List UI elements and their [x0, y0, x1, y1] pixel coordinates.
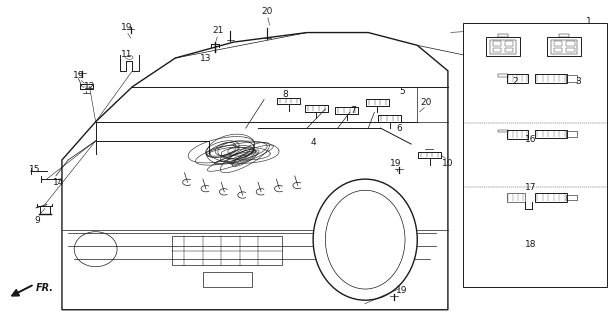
Bar — [566, 75, 577, 82]
Bar — [566, 48, 575, 52]
Text: 12: 12 — [84, 82, 95, 91]
Text: 10: 10 — [442, 159, 454, 168]
Bar — [490, 40, 516, 54]
Text: 19: 19 — [396, 286, 408, 295]
Text: 19: 19 — [390, 159, 402, 168]
Bar — [486, 37, 520, 56]
Bar — [554, 42, 562, 46]
Bar — [505, 42, 513, 46]
Text: 3: 3 — [575, 77, 581, 86]
Text: 13: 13 — [200, 53, 212, 62]
Bar — [566, 131, 577, 137]
Text: 16: 16 — [525, 135, 537, 144]
Bar — [172, 236, 282, 265]
Text: 20: 20 — [262, 7, 273, 16]
Bar — [499, 74, 508, 77]
Bar — [535, 193, 567, 202]
Bar — [507, 74, 527, 83]
Bar — [554, 48, 562, 52]
Text: 18: 18 — [525, 240, 537, 249]
Bar — [535, 74, 567, 83]
Bar — [499, 130, 508, 132]
Bar — [548, 37, 581, 56]
Bar — [566, 42, 575, 46]
Bar — [492, 42, 501, 46]
Bar — [551, 40, 578, 54]
Text: 7: 7 — [350, 106, 356, 115]
Text: 17: 17 — [525, 183, 537, 192]
Text: 6: 6 — [396, 124, 402, 132]
Ellipse shape — [313, 179, 418, 300]
Text: 5: 5 — [399, 87, 405, 96]
Text: 14: 14 — [53, 178, 64, 187]
Text: 8: 8 — [282, 90, 289, 99]
Bar — [507, 193, 526, 202]
Text: 20: 20 — [421, 98, 432, 107]
Text: FR.: FR. — [36, 283, 54, 293]
Text: 21: 21 — [212, 27, 224, 36]
Text: 15: 15 — [29, 165, 40, 174]
Bar — [505, 48, 513, 52]
Bar — [507, 130, 527, 139]
Text: 19: 19 — [120, 23, 132, 32]
Text: 11: 11 — [120, 50, 132, 59]
Text: 19: 19 — [73, 71, 85, 80]
Bar — [203, 271, 252, 287]
Bar — [535, 130, 567, 138]
Bar — [566, 195, 577, 200]
Bar — [492, 48, 501, 52]
Text: 9: 9 — [34, 216, 41, 225]
Text: 4: 4 — [310, 138, 316, 147]
Bar — [463, 23, 607, 287]
Text: 2: 2 — [513, 77, 518, 86]
Bar — [559, 34, 569, 37]
Bar — [498, 34, 508, 37]
Text: 1: 1 — [586, 17, 592, 26]
